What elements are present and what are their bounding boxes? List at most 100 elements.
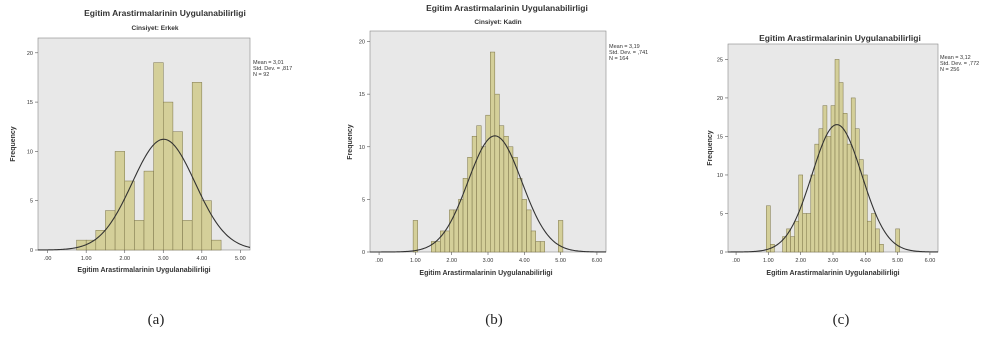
histogram-bar [838, 82, 844, 253]
histogram-bar [143, 170, 154, 251]
y-ticks: 0 5 10 15 20 [359, 40, 370, 256]
x-tick-label: 6.00 [925, 258, 936, 264]
histogram-bar [85, 239, 97, 251]
y-tick-label: 0 [30, 248, 33, 254]
histogram-bar [124, 180, 135, 251]
histogram-bar [826, 136, 832, 253]
stats-legend: Mean = 3,19 Std. Dev. = ,741 N = 164 [609, 44, 648, 62]
x-tick-label: 3.00 [828, 258, 839, 264]
x-tick-label: 5.00 [555, 258, 566, 264]
chart-subtitle: Cinsiyet: Erkek [132, 25, 179, 32]
x-axis-label: Egitim Arastirmalarinin Uygulanabilirlig… [766, 270, 899, 277]
histogram-bar [806, 213, 812, 253]
stats-mean: Mean = 3,19 [609, 44, 640, 50]
x-axis-label: Egitim Arastirmalarinin Uygulanabilirlig… [77, 267, 210, 274]
chart-title: Egitim Arastirmalarinin Uygulanabilirlig… [84, 8, 246, 18]
x-tick-label: 4.00 [519, 258, 530, 264]
histogram-bar [458, 199, 464, 253]
histogram-chart-b: Egitim Arastirmalarinin Uygulanabilirlig… [347, 3, 648, 277]
histogram-bar [530, 230, 536, 253]
histogram-bar [539, 241, 545, 253]
x-tick-label: 5.00 [892, 258, 903, 264]
histogram-bar [476, 125, 482, 253]
stats-n: N = 256 [940, 67, 959, 73]
x-tick-label: 5.00 [235, 256, 246, 262]
y-tick-label: 15 [27, 100, 33, 106]
histogram-bar [172, 131, 183, 251]
histogram-bar [521, 199, 527, 253]
histogram-bar [834, 59, 840, 253]
x-ticks: .00 1.00 2.00 3.00 4.00 5.00 6.00 [375, 252, 602, 264]
stats-sd: Std. Dev. = ,772 [940, 61, 979, 67]
y-tick-label: 20 [359, 40, 365, 46]
histogram-bar [766, 205, 771, 253]
y-tick-label: 5 [720, 211, 723, 217]
x-tick-label: 1.00 [763, 258, 774, 264]
histogram-bar [480, 146, 486, 253]
histogram-bar [191, 82, 203, 251]
histogram-bar [871, 213, 876, 253]
y-axis-label: Frequency [707, 130, 714, 166]
stats-legend: Mean = 3,12 Std. Dev. = ,772 N = 256 [940, 55, 979, 73]
y-tick-label: 0 [362, 250, 365, 256]
histogram-bar [798, 174, 803, 253]
y-tick-label: 15 [717, 134, 723, 140]
stats-n: N = 92 [253, 72, 269, 78]
x-tick-label: 6.00 [592, 258, 603, 264]
histogram-bar [517, 178, 523, 253]
histogram-bar [444, 230, 450, 253]
x-tick-label: .00 [44, 256, 52, 262]
x-tick-label: 2.00 [446, 258, 457, 264]
histogram-bar [134, 220, 145, 251]
caption-c: (c) [832, 312, 850, 328]
stats-sd: Std. Dev. = ,817 [253, 66, 292, 72]
histogram-panel-c: Egitim Arastirmalarinin Uygulanabilirlig… [700, 0, 982, 305]
x-tick-label: .00 [375, 258, 383, 264]
stats-legend: Mean = 3,01 Std. Dev. = ,817 N = 92 [253, 60, 292, 78]
x-tick-label: 2.00 [119, 256, 130, 262]
chart-subtitle: Cinsiyet: Kadin [474, 19, 521, 26]
y-tick-label: 5 [30, 199, 33, 205]
y-tick-label: 10 [27, 149, 33, 155]
x-tick-label: 3.00 [158, 256, 169, 262]
histogram-bars [412, 51, 564, 253]
histogram-bar [875, 228, 880, 253]
chart-title: Egitim Arastirmalarinin Uygulanabilirlig… [426, 3, 588, 13]
chart-title: Egitim Arastirmalarinin Uygulanabilirlig… [759, 33, 921, 43]
y-ticks: 0 5 10 15 20 25 [717, 57, 728, 256]
histogram-chart-c: Egitim Arastirmalarinin Uygulanabilirlig… [707, 33, 979, 277]
x-tick-label: 1.00 [81, 256, 92, 262]
histogram-bar [95, 230, 106, 251]
histogram-bar [535, 241, 541, 253]
stats-mean: Mean = 3,12 [940, 55, 971, 61]
y-axis-label: Frequency [347, 124, 354, 160]
y-tick-label: 10 [717, 173, 723, 179]
x-tick-label: 2.00 [795, 258, 806, 264]
y-tick-label: 20 [717, 96, 723, 102]
y-tick-label: 15 [359, 92, 365, 98]
normal-curve [370, 135, 607, 253]
stats-mean: Mean = 3,01 [253, 60, 284, 66]
histogram-bar [846, 143, 852, 253]
y-tick-label: 25 [717, 57, 723, 63]
x-tick-label: 3.00 [483, 258, 494, 264]
histogram-chart-a: Egitim Arastirmalarinin Uygulanabilirlig… [10, 8, 292, 274]
histogram-bar [895, 228, 900, 253]
histogram-bar [163, 101, 174, 251]
x-tick-label: 4.00 [196, 256, 207, 262]
histogram-bar [494, 93, 500, 253]
histogram-bar [802, 213, 808, 253]
caption-a: (a) [147, 312, 165, 328]
histogram-bar [485, 114, 491, 253]
histogram-bar [490, 51, 496, 253]
y-tick-label: 5 [362, 197, 365, 203]
histogram-bar [508, 146, 514, 253]
y-tick-label: 20 [27, 51, 33, 57]
stats-sd: Std. Dev. = ,741 [609, 50, 648, 56]
histogram-bar [794, 220, 799, 253]
histogram-bar [810, 174, 816, 253]
histogram-bar [879, 244, 884, 253]
histogram-bar [526, 209, 532, 253]
histogram-bar [453, 209, 459, 253]
histogram-panel-a: Egitim Arastirmalarinin Uygulanabilirlig… [0, 0, 320, 305]
